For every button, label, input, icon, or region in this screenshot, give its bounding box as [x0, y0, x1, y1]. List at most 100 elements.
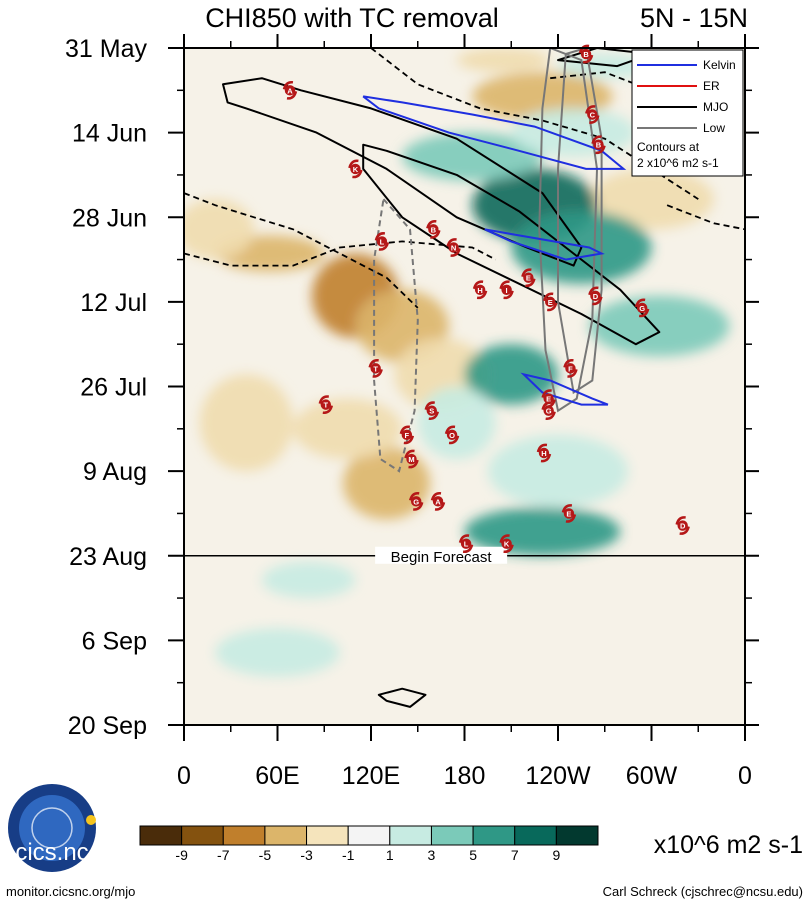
- x-tick-label: 0: [177, 762, 191, 790]
- x-tick-label: 120E: [342, 762, 400, 790]
- tc-symbol-icon: [460, 538, 472, 549]
- field-blob-dry-3: [342, 446, 431, 520]
- tc-marker-E-12: E: [542, 292, 558, 312]
- colorbar-tick-label: 3: [428, 847, 436, 863]
- tc-symbol-icon: [593, 139, 604, 150]
- tc-letter: F: [568, 364, 573, 373]
- tc-arm-icon: [444, 425, 460, 445]
- tc-letter: I: [506, 286, 508, 295]
- mjo-negative-contour-1: [184, 240, 497, 267]
- colorbar-swatch-3: [264, 825, 308, 846]
- tc-arm-icon: [430, 491, 446, 511]
- tc-marker-B-5: B: [426, 219, 441, 239]
- tc-letter: A: [287, 86, 293, 95]
- field-blob-wet-21: [261, 561, 356, 599]
- tc-symbol-icon: [446, 429, 458, 441]
- y-tick-label: 28 Jun: [72, 204, 147, 232]
- tc-letter: H: [541, 449, 546, 458]
- kelvin-contour-0: [362, 95, 627, 170]
- mjo-negative-contour-0: [184, 192, 419, 309]
- tc-letter: K: [353, 165, 359, 174]
- mjo-contour-3: [377, 687, 427, 708]
- colorbar-tick-label: -5: [259, 847, 272, 863]
- tc-symbol-icon: [284, 85, 296, 96]
- tc-letter: O: [449, 431, 455, 440]
- tc-letter: G: [546, 407, 552, 416]
- tc-marker-K-4: K: [348, 159, 363, 179]
- tc-letter: D: [680, 522, 686, 531]
- tc-arm-icon: [408, 491, 424, 511]
- legend-label-low: Low: [703, 121, 725, 135]
- tc-marker-M-23: M: [404, 449, 419, 469]
- colorbar-swatch-4: [306, 825, 349, 846]
- colorbar-swatch-10: [555, 825, 599, 846]
- tc-letter: D: [593, 292, 599, 301]
- tc-symbol-icon: [410, 496, 422, 507]
- mjo-negative-contour-4: [666, 204, 745, 231]
- tc-symbol-icon: [543, 393, 554, 404]
- tc-marker-K-29: K: [499, 534, 514, 554]
- colorbar-tick-label: 5: [469, 847, 477, 863]
- tc-marker-L-28: L: [458, 534, 474, 554]
- tc-marker-B-3: B: [591, 135, 606, 155]
- mjo-contour-1: [362, 143, 661, 346]
- tc-symbol-icon: [543, 405, 554, 416]
- tc-arm-icon: [426, 219, 441, 239]
- legend-note-line2: 2 x10^6 m2 s-1: [637, 156, 719, 170]
- x-tick-label: 60E: [255, 762, 299, 790]
- tc-arm-icon: [585, 105, 600, 124]
- tc-symbol-icon: [432, 496, 444, 507]
- axes: 31 May 14 Jun 28 Jun 12 Jul 26 Jul 9 Aug 23 Au…: [65, 34, 759, 790]
- forecast-label: Begin Forecast: [391, 549, 493, 566]
- tc-symbol-icon: [501, 538, 512, 549]
- colorbar-swatch-7: [430, 825, 474, 846]
- tc-symbol-icon: [370, 363, 381, 374]
- logo-ring-icon: [31, 807, 73, 849]
- legend-label-mjo: MJO: [703, 100, 728, 114]
- tc-marker-F-14: F: [563, 359, 578, 378]
- tc-letter: B: [431, 225, 437, 234]
- chart-title: CHI850 with TC removal: [205, 3, 499, 33]
- tc-marker-A-25: A: [430, 491, 446, 511]
- tc-arm-icon: [542, 292, 558, 312]
- tc-letter: T: [373, 364, 378, 373]
- tc-arm-icon: [374, 232, 390, 251]
- tc-letter: E: [526, 274, 531, 283]
- field-blob-dry-9: [199, 374, 294, 472]
- tc-arm-icon: [368, 359, 383, 378]
- tc-arm-icon: [282, 80, 298, 100]
- colorbar-tick-label: 1: [386, 847, 394, 863]
- footer-url: monitor.cicsnc.org/mjo: [6, 884, 135, 899]
- field-blob-wet-14: [464, 344, 558, 405]
- tc-symbol-icon: [636, 302, 648, 314]
- colorbar-swatch-6: [389, 825, 432, 846]
- y-tick-label: 6 Sep: [82, 627, 147, 655]
- tc-marker-E-26: E: [561, 504, 577, 523]
- y-tick-label: 31 May: [65, 35, 147, 63]
- y-tick-label: 12 Jul: [80, 289, 147, 317]
- field-blob-wet-20: [215, 628, 340, 677]
- colorbar-tick-label: 7: [511, 847, 519, 863]
- tc-symbol-icon: [563, 508, 575, 519]
- tc-letter: B: [596, 141, 602, 150]
- field-blob-dry-6: [472, 72, 613, 121]
- tc-marker-O-21: O: [444, 425, 460, 445]
- low-negative-contour-0: [373, 196, 419, 473]
- tc-letter: G: [639, 304, 645, 313]
- tc-marker-T-18: T: [318, 395, 334, 414]
- tc-letter: E: [546, 395, 551, 404]
- field-blob-dry-5: [184, 199, 255, 260]
- colorbar-tick-label: -7: [217, 847, 230, 863]
- x-tick-label: 120W: [525, 762, 591, 790]
- tc-letter: H: [477, 286, 482, 295]
- tc-symbol-icon: [590, 290, 601, 302]
- tc-arm-icon: [675, 516, 690, 535]
- tc-arm-icon: [499, 534, 514, 554]
- tc-letter: T: [324, 401, 329, 410]
- legend-label-er: ER: [703, 79, 720, 93]
- tc-symbol-icon: [401, 429, 413, 441]
- tc-symbol-icon: [565, 363, 576, 374]
- logo-sun-icon: [86, 815, 96, 825]
- legend: Kelvin ER MJO Low Contours at 2 x10^6 m2…: [631, 49, 744, 177]
